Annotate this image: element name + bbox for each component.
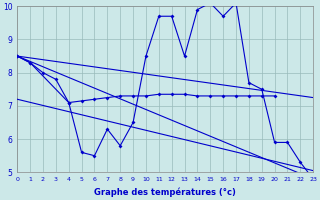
X-axis label: Graphe des températures (°c): Graphe des températures (°c) [94,188,236,197]
